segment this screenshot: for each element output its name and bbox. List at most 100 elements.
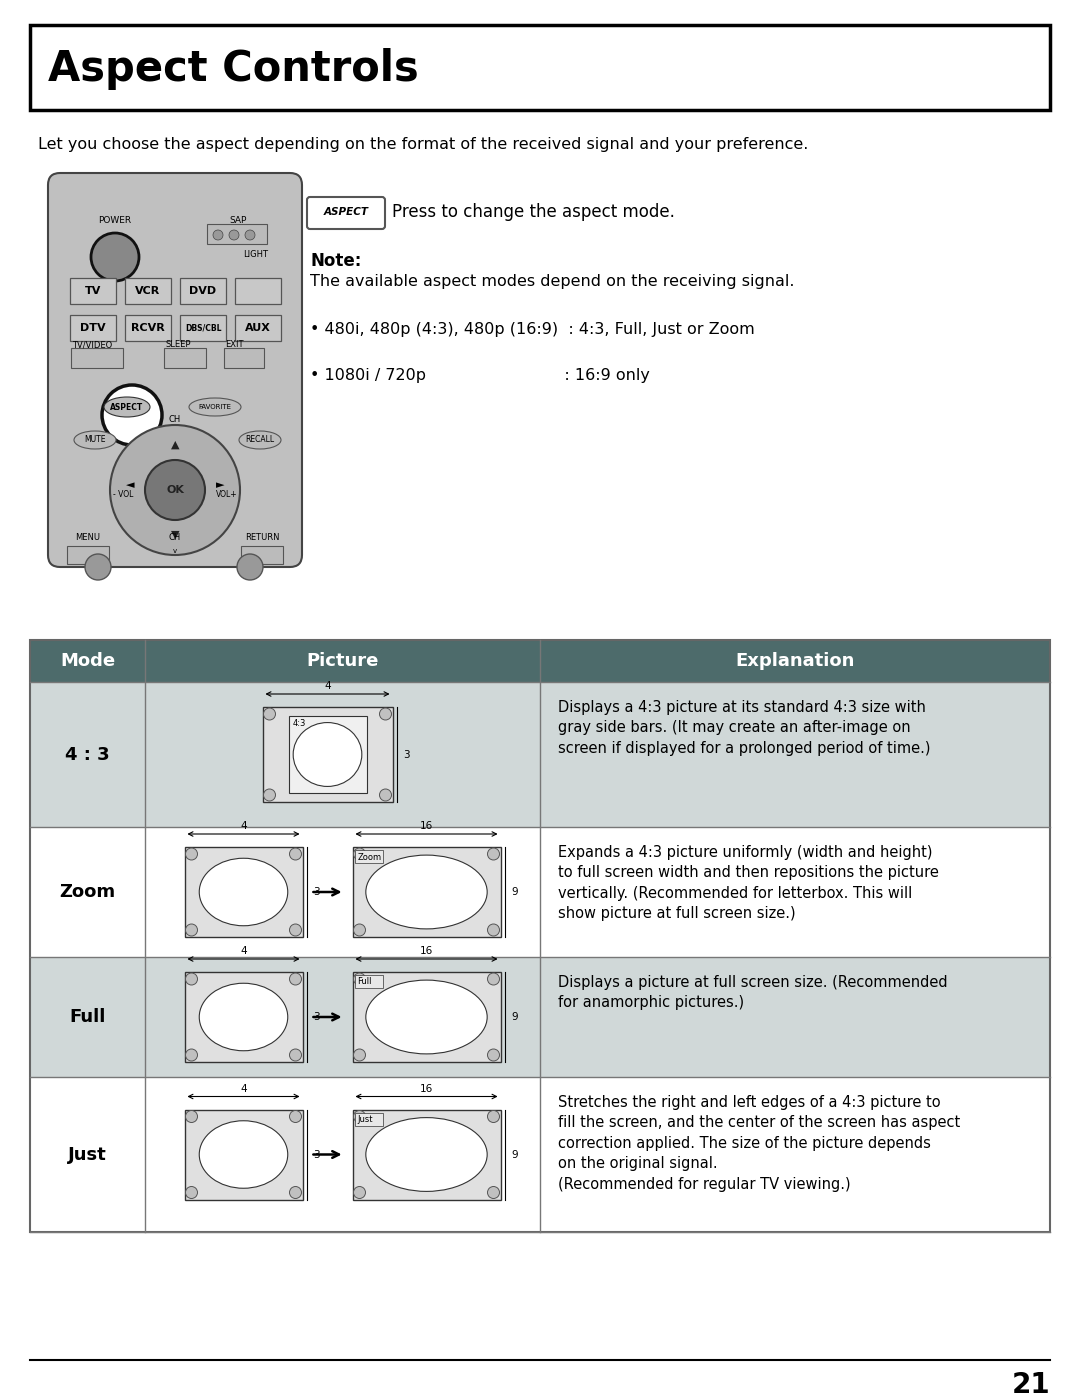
Text: 3: 3 <box>404 750 410 760</box>
Text: RCVR: RCVR <box>131 323 165 332</box>
Text: Displays a picture at full screen size. (Recommended
for anamorphic pictures.): Displays a picture at full screen size. … <box>558 975 947 1010</box>
Circle shape <box>487 848 499 861</box>
Text: Displays a 4:3 picture at its standard 4:3 size with
gray side bars. (It may cre: Displays a 4:3 picture at its standard 4… <box>558 700 931 756</box>
Circle shape <box>186 848 198 861</box>
Bar <box>354 1112 382 1126</box>
Ellipse shape <box>366 981 487 1053</box>
Text: • 1080i / 720p                           : 16:9 only: • 1080i / 720p : 16:9 only <box>310 367 650 383</box>
Text: DTV: DTV <box>80 323 106 332</box>
Text: 9: 9 <box>512 887 518 897</box>
Text: SLEEP: SLEEP <box>165 339 190 349</box>
Text: Full: Full <box>357 978 372 986</box>
Circle shape <box>229 231 239 240</box>
Circle shape <box>102 386 162 446</box>
Text: ◄: ◄ <box>125 481 134 490</box>
Circle shape <box>353 1049 365 1060</box>
Text: • 480i, 480p (4:3), 480p (16:9)  : 4:3, Full, Just or Zoom: • 480i, 480p (4:3), 480p (16:9) : 4:3, F… <box>310 321 755 337</box>
FancyBboxPatch shape <box>70 314 116 341</box>
Text: 4: 4 <box>240 946 247 956</box>
Circle shape <box>289 1049 301 1060</box>
Text: SAP: SAP <box>229 217 246 225</box>
Text: Just: Just <box>68 1146 107 1164</box>
Text: ▼: ▼ <box>171 529 179 541</box>
Text: Stretches the right and left edges of a 4:3 picture to
fill the screen, and the : Stretches the right and left edges of a … <box>558 1095 960 1192</box>
Bar <box>352 847 500 937</box>
Text: 4: 4 <box>240 821 247 831</box>
Text: ►: ► <box>216 481 225 490</box>
Text: 4: 4 <box>324 680 330 692</box>
Text: Full: Full <box>69 1009 106 1025</box>
Bar <box>30 1077 1050 1232</box>
Text: ASPECT: ASPECT <box>324 207 368 217</box>
Text: 9: 9 <box>512 1011 518 1023</box>
Circle shape <box>264 708 275 719</box>
FancyBboxPatch shape <box>224 348 264 367</box>
Bar <box>30 827 1050 957</box>
Text: 4: 4 <box>240 1084 247 1094</box>
FancyBboxPatch shape <box>241 546 283 564</box>
Text: ASPECT: ASPECT <box>110 402 144 412</box>
Text: Note:: Note: <box>310 251 362 270</box>
Circle shape <box>245 231 255 240</box>
Circle shape <box>213 231 222 240</box>
Bar <box>185 972 302 1062</box>
Bar <box>30 640 1050 682</box>
Circle shape <box>289 923 301 936</box>
Circle shape <box>289 972 301 985</box>
FancyBboxPatch shape <box>125 314 171 341</box>
Text: Zoom: Zoom <box>357 852 381 862</box>
FancyBboxPatch shape <box>164 348 206 367</box>
Circle shape <box>186 1186 198 1199</box>
Circle shape <box>379 789 391 800</box>
Bar <box>185 1109 302 1200</box>
Bar <box>352 1109 500 1200</box>
Text: 9: 9 <box>512 1150 518 1160</box>
Circle shape <box>264 789 275 800</box>
Circle shape <box>145 460 205 520</box>
Text: - VOL: - VOL <box>112 490 133 499</box>
Text: Let you choose the aspect depending on the format of the received signal and you: Let you choose the aspect depending on t… <box>38 137 808 152</box>
Circle shape <box>487 923 499 936</box>
Circle shape <box>186 1111 198 1123</box>
Bar <box>354 975 382 988</box>
Ellipse shape <box>199 858 287 926</box>
Ellipse shape <box>189 398 241 416</box>
FancyBboxPatch shape <box>180 314 226 341</box>
Text: CH: CH <box>168 534 181 542</box>
Text: Press to change the aspect mode.: Press to change the aspect mode. <box>392 203 675 221</box>
Text: Mode: Mode <box>59 652 116 671</box>
Text: ▲: ▲ <box>171 440 179 450</box>
Bar <box>352 972 500 1062</box>
Text: 3: 3 <box>313 1150 320 1160</box>
Bar <box>30 25 1050 110</box>
Circle shape <box>353 1111 365 1123</box>
Text: DBS/CBL: DBS/CBL <box>185 324 221 332</box>
Bar <box>30 640 1050 1232</box>
FancyBboxPatch shape <box>307 197 384 229</box>
Bar <box>262 707 392 802</box>
Ellipse shape <box>239 432 281 448</box>
Circle shape <box>186 1049 198 1060</box>
Circle shape <box>487 972 499 985</box>
Text: 3: 3 <box>313 1011 320 1023</box>
Text: The available aspect modes depend on the receiving signal.: The available aspect modes depend on the… <box>310 274 795 289</box>
Text: VOL+: VOL+ <box>216 490 238 499</box>
Bar <box>185 847 302 937</box>
FancyBboxPatch shape <box>207 224 267 244</box>
Circle shape <box>353 1186 365 1199</box>
Circle shape <box>237 555 264 580</box>
Text: FAVORITE: FAVORITE <box>199 404 231 409</box>
Bar <box>288 715 366 793</box>
Text: Aspect Controls: Aspect Controls <box>48 47 419 89</box>
Ellipse shape <box>104 397 150 416</box>
Circle shape <box>487 1186 499 1199</box>
Circle shape <box>91 233 139 281</box>
Circle shape <box>353 972 365 985</box>
Circle shape <box>289 1186 301 1199</box>
Text: Just: Just <box>357 1115 373 1125</box>
Circle shape <box>487 1049 499 1060</box>
Ellipse shape <box>199 1120 287 1189</box>
FancyBboxPatch shape <box>180 278 226 305</box>
Circle shape <box>110 425 240 555</box>
Text: AUX: AUX <box>245 323 271 332</box>
